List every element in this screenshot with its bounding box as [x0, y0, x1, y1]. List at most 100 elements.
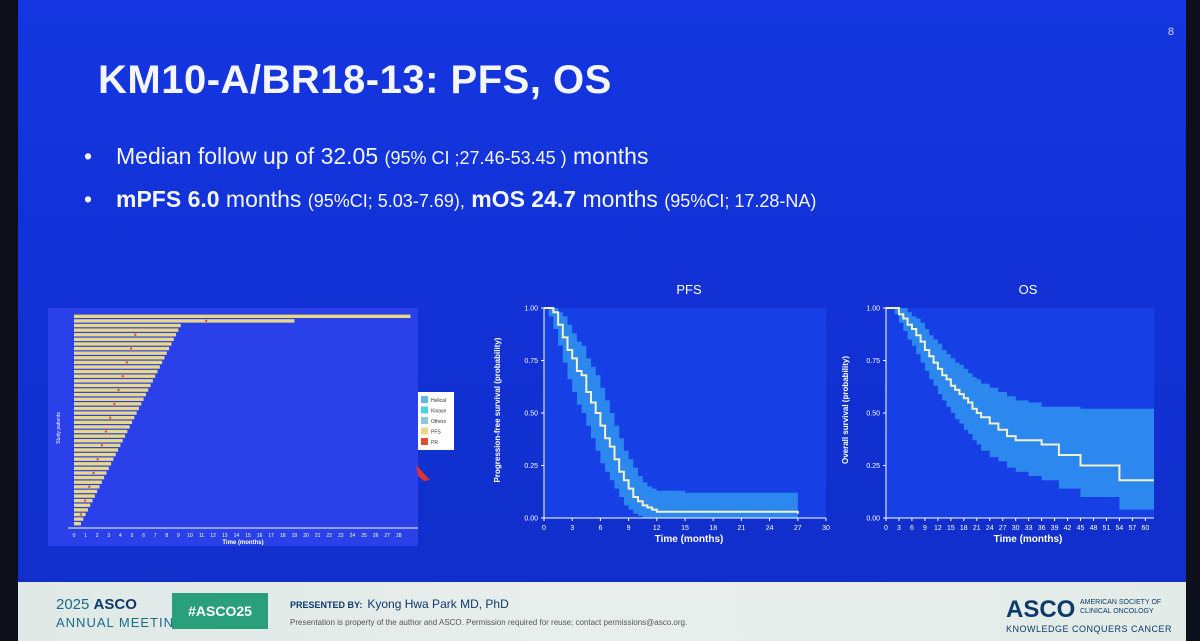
- pfs-y-tick-label: 1.00: [524, 306, 538, 313]
- os-x-tick-label: 21: [973, 525, 981, 532]
- os-x-tick-label: 39: [1051, 525, 1059, 532]
- os-y-axis-label: Overall survival (probability): [841, 356, 850, 464]
- pfs-x-tick-label: 21: [738, 525, 746, 532]
- swimmer-tick-labels: 0 1 2 3 4 5 6 7 8 9 10 11 12 13 14 15 16 17 18 19 20 21 22 23 24…: [73, 533, 402, 539]
- os-x-tick-label: 6: [910, 525, 914, 532]
- pfs-x-tick-label: 12: [653, 525, 661, 532]
- mpfs-value: mPFS 6.0: [116, 186, 220, 212]
- swimmer-tick-label: 24: [350, 533, 356, 539]
- os-survival-curve: [886, 307, 1154, 482]
- swimmer-bar: [74, 498, 93, 503]
- swimmer-bar: [74, 485, 100, 489]
- pfs-x-tick-label: 18: [709, 525, 717, 532]
- swimmer-tick-label: 27: [384, 533, 390, 539]
- swimmer-pr-marker: [113, 402, 116, 406]
- pfs-x-tick-label: 27: [794, 525, 802, 532]
- legend-label: PR: [431, 440, 438, 446]
- os-x-tick-label: 0: [884, 525, 888, 532]
- os-x-tick-label: 15: [947, 525, 955, 532]
- swimmer-tick-label: 21: [315, 533, 321, 539]
- swimmer-bar: [74, 508, 88, 512]
- os-x-tick-label: 3: [897, 525, 901, 532]
- swimmer-tick-label: 3: [107, 533, 110, 539]
- society-line-1: AMERICAN SOCIETY OF: [1080, 599, 1162, 606]
- os-x-tick-label: 18: [960, 525, 968, 532]
- pfs-x-axis-label: Time (months): [655, 534, 724, 545]
- swimmer-tick-label: 1: [84, 533, 87, 539]
- legend-swatch: [421, 438, 428, 445]
- swimmer-tick-label: 16: [257, 533, 263, 539]
- asco-logo: ASCO: [1006, 596, 1076, 623]
- pfs-x-tick-label: 15: [681, 525, 689, 532]
- swimmer-bar: [74, 462, 112, 466]
- follow-up-ci: (95% CI ;27.46-53.45 ): [384, 148, 567, 168]
- swimmer-bar: [74, 314, 411, 319]
- asco-society-name: AMERICAN SOCIETY OF CLINICAL ONCOLOGY: [1080, 598, 1161, 616]
- swimmer-bar: [74, 406, 139, 411]
- swimmer-pr-marker: [205, 319, 208, 323]
- os-y-tick-label: 0.50: [866, 411, 880, 418]
- swimmer-bar: [74, 443, 121, 448]
- swimmer-tick-label: 5: [131, 533, 134, 539]
- swimmer-bar: [74, 356, 165, 360]
- os-x-tick-label: 9: [923, 525, 927, 532]
- swimmer-tick-label: 0: [73, 533, 76, 539]
- bullet-list: • Median follow up of 32.05 (95% CI ;27.4…: [84, 143, 816, 229]
- os-y-tick-label: 0.00: [866, 516, 880, 523]
- swimmer-bar: [74, 457, 114, 461]
- footer-meeting-year: 2025 ASCO: [56, 596, 137, 613]
- swimmer-tick-label: 25: [361, 533, 367, 539]
- swimmer-bar: [74, 346, 170, 351]
- swimmer-pr-marker: [117, 388, 120, 392]
- os-x-tick-label: 33: [1025, 525, 1033, 532]
- bullet-survival: • mPFS 6.0 months (95%CI; 5.03-7.69), mOS…: [84, 186, 817, 212]
- pfs-y-tick-label: 0.75: [524, 358, 538, 365]
- swimmer-bar: [74, 452, 116, 457]
- swimmer-tick-label: 15: [245, 533, 251, 539]
- swimmer-tick-label: 23: [338, 533, 344, 539]
- os-x-tick-label: 30: [1012, 525, 1020, 532]
- room-background-right: [1186, 0, 1200, 641]
- swimmer-bar: [74, 323, 181, 328]
- footer-meeting-name: ANNUAL MEETING: [56, 615, 186, 630]
- swimmer-pr-marker: [129, 347, 133, 350]
- mos-unit: months: [576, 186, 665, 212]
- legend-swatch: [421, 427, 428, 435]
- swimmer-bar: [74, 360, 163, 365]
- swimmer-tick-label: 26: [373, 533, 379, 539]
- presenter-name: Kyong Hwa Park MD, PhD: [367, 597, 509, 611]
- swimmer-tick-label: 2: [96, 533, 99, 539]
- swimmer-bar: [74, 388, 149, 392]
- pfs-x-tick-label: 3: [570, 525, 574, 532]
- swimmer-pr-marker: [88, 485, 91, 489]
- swimmer-bar: [74, 521, 81, 526]
- pfs-y-tick-label: 0.50: [524, 411, 538, 418]
- swimmer-bar: [74, 517, 84, 521]
- swimmer-pr-marker: [96, 457, 99, 461]
- swimmer-bar: [74, 337, 174, 342]
- swimmer-x-label: Time (months): [222, 540, 263, 546]
- swimmer-pr-marker: [125, 361, 129, 364]
- os-plot-area: 0 3 6 9 12 15 18 21 24 27 30 33 36 39 42 45 48 51 54 57 600.…: [866, 306, 1154, 532]
- presentation-slide: 8 KM10-A/BR18-13: PFS, OS • Median follow…: [18, 0, 1186, 641]
- pfs-plot-area: 0 3 6 9 12 15 18 21 24 27 30 0.00 0.25 0.50 0.75 1.00: [524, 306, 830, 533]
- legend-label: PFS: [431, 430, 441, 436]
- swimmer-pr-marker: [108, 416, 112, 419]
- slide-title: KM10-A/BR18-13: PFS, OS: [98, 58, 612, 102]
- pfs-x-tick-label: 24: [766, 525, 774, 532]
- pfs-chart: PFS 0 3 6 9 12 15 18 21 24 27 30 0.00 0.25 0.50 0.75 1.…: [493, 282, 830, 545]
- bullet-follow-up: • Median follow up of 32.05 (95% CI ;27.4…: [84, 143, 649, 169]
- swimmer-bar: [74, 415, 135, 420]
- swimmer-bar: [74, 328, 179, 332]
- swimmer-bar: [74, 448, 119, 452]
- pfs-chart-title: PFS: [676, 282, 702, 297]
- swimmer-pr-marker: [121, 375, 124, 378]
- swimmer-plot: 0 1 2 3 4 5 6 7 8 9 10 11 12 13 14 15 16 17 18 19 20 21 22 23 24…: [48, 308, 418, 546]
- swimmer-bar: [74, 429, 128, 434]
- swimmer-bar: [74, 439, 123, 443]
- swimmer-bar: [74, 333, 177, 337]
- os-x-tick-label: 36: [1038, 525, 1046, 532]
- swimmer-legend: Helical Kinase Others PFS PR: [418, 392, 454, 450]
- room-background-left: [0, 0, 18, 641]
- mpfs-unit: months: [219, 186, 308, 212]
